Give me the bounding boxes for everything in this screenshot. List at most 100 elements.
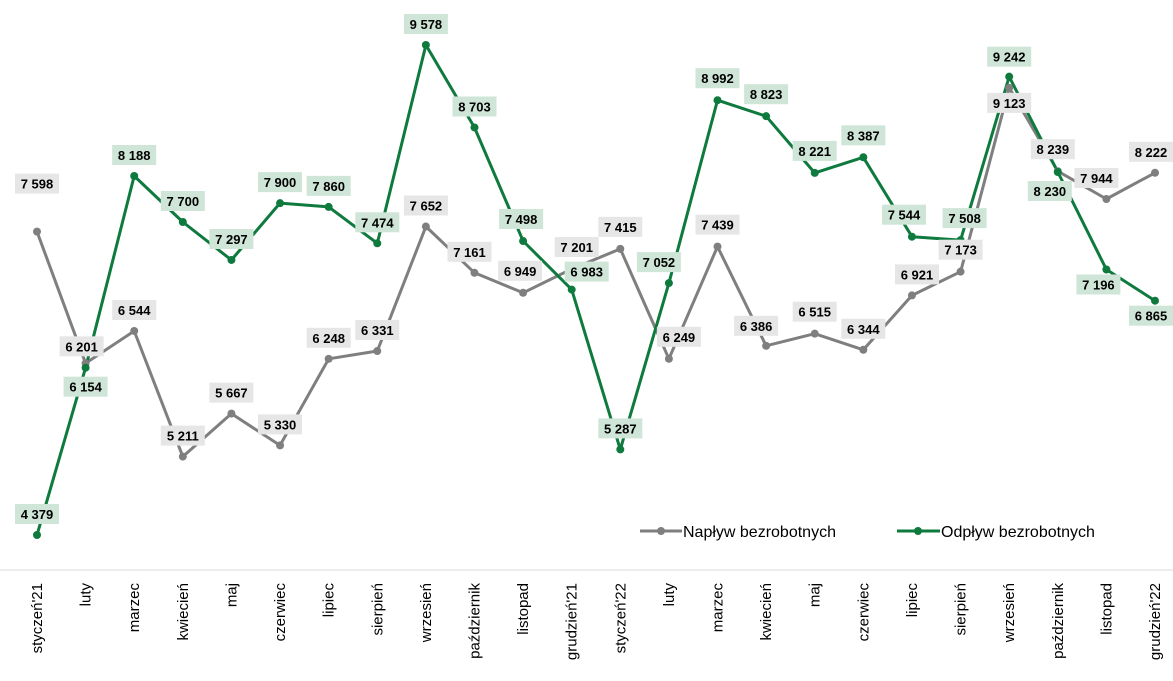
data-point-odplyw-22 <box>1102 265 1111 274</box>
data-point-naplyw-7 <box>373 347 382 356</box>
data-point-naplyw-16 <box>810 329 819 338</box>
data-label-text-odplyw-6: 7 860 <box>312 179 345 194</box>
x-tick-label-14: marzec <box>710 583 727 633</box>
data-label-odplyw-9: 8 703 <box>452 96 497 117</box>
x-tick-label-17: czerwiec <box>855 583 872 642</box>
data-label-bg-odplyw-15 <box>744 84 789 105</box>
x-tick-label-8: wrzesień <box>418 583 435 643</box>
data-label-text-naplyw-0: 7 598 <box>21 177 54 192</box>
data-point-odplyw-16 <box>810 168 819 177</box>
data-label-naplyw-20: 9 123 <box>987 92 1032 113</box>
data-labels: 7 598 6 201 6 544 5 211 5 667 5 330 6 248 6 331… <box>15 14 1173 524</box>
data-label-bg-naplyw-20 <box>987 92 1032 113</box>
x-tick-label-0: styczeń'21 <box>29 583 46 653</box>
data-label-text-naplyw-13: 6 249 <box>663 330 696 345</box>
data-label-text-odplyw-16: 8 221 <box>798 144 831 159</box>
data-label-text-naplyw-18: 6 921 <box>901 267 934 282</box>
data-label-naplyw-15: 6 386 <box>734 315 779 336</box>
data-label-naplyw-9: 7 161 <box>447 241 492 262</box>
data-label-bg-odplyw-9 <box>452 96 497 117</box>
data-label-bg-odplyw-11 <box>564 261 609 282</box>
x-tick-label-16: maj <box>807 583 824 607</box>
x-tick-label-15: kwiecień <box>758 583 775 641</box>
data-label-text-odplyw-7: 7 474 <box>361 215 394 230</box>
data-label-bg-odplyw-19 <box>942 208 987 229</box>
x-tick-label-20: wrzesień <box>1001 583 1018 643</box>
data-point-odplyw-7 <box>373 239 382 248</box>
x-tick-label-7: sierpień <box>369 583 386 636</box>
data-point-naplyw-2 <box>130 326 139 335</box>
data-point-odplyw-4 <box>227 255 236 264</box>
data-label-text-odplyw-21: 8 230 <box>1034 184 1067 199</box>
x-axis-tick-labels: styczeń'21 luty marzec kwiecień maj czerwiec l… <box>29 583 1164 661</box>
data-label-odplyw-18: 7 544 <box>882 204 926 225</box>
data-point-odplyw-10 <box>519 237 528 246</box>
data-label-bg-naplyw-17 <box>841 318 886 339</box>
data-point-odplyw-0 <box>33 531 41 539</box>
x-tick-label-4: maj <box>223 583 240 607</box>
data-point-odplyw-23 <box>1151 296 1159 305</box>
legend-label-naplyw: Napływ bezrobotnych <box>683 524 836 541</box>
data-point-naplyw-12 <box>616 244 625 253</box>
data-label-bg-odplyw-16 <box>792 140 837 161</box>
data-label-text-naplyw-15: 6 386 <box>740 319 773 334</box>
data-label-text-odplyw-2: 8 188 <box>118 148 151 163</box>
data-label-bg-naplyw-2 <box>112 300 157 320</box>
data-label-naplyw-11: 7 201 <box>554 237 599 257</box>
data-label-bg-odplyw-20 <box>987 46 1032 67</box>
data-label-bg-odplyw-5 <box>258 172 302 193</box>
data-label-bg-naplyw-11 <box>554 237 599 257</box>
data-label-naplyw-6: 6 248 <box>306 327 351 348</box>
data-label-bg-naplyw-18 <box>895 264 939 285</box>
data-label-text-odplyw-20: 9 242 <box>993 50 1026 65</box>
data-label-text-naplyw-5: 5 330 <box>264 417 297 432</box>
data-label-odplyw-21: 8 230 <box>1027 181 1072 201</box>
data-point-naplyw-5 <box>276 441 285 450</box>
x-tick-label-1: luty <box>78 583 95 607</box>
data-label-text-naplyw-23: 8 222 <box>1135 145 1168 160</box>
data-point-naplyw-3 <box>178 452 187 461</box>
data-label-naplyw-10: 6 949 <box>498 260 543 281</box>
data-label-odplyw-22: 7 196 <box>1076 274 1121 295</box>
data-label-bg-odplyw-12 <box>598 418 643 439</box>
data-label-bg-odplyw-2 <box>112 145 157 165</box>
data-label-naplyw-12: 7 415 <box>598 216 643 237</box>
data-label-bg-odplyw-22 <box>1076 274 1121 295</box>
data-label-text-odplyw-1: 6 154 <box>69 380 102 395</box>
legend-item-odplyw: Odpływ bezrobotnych <box>897 524 1095 541</box>
data-label-odplyw-1: 6 154 <box>63 376 108 397</box>
data-label-odplyw-0: 4 379 <box>15 504 59 524</box>
data-label-text-odplyw-0: 4 379 <box>21 507 54 522</box>
data-label-naplyw-23: 8 222 <box>1129 141 1173 162</box>
data-label-text-odplyw-4: 7 297 <box>215 232 248 247</box>
data-label-bg-odplyw-10 <box>499 209 544 229</box>
data-label-text-odplyw-13: 7 052 <box>643 255 676 270</box>
data-label-odplyw-16: 8 221 <box>792 140 837 161</box>
data-label-odplyw-8: 9 578 <box>403 14 448 34</box>
data-label-text-naplyw-12: 7 415 <box>604 220 637 235</box>
data-label-bg-naplyw-8 <box>403 195 448 216</box>
data-point-odplyw-20 <box>1005 72 1014 81</box>
data-label-bg-odplyw-1 <box>63 376 108 397</box>
data-label-naplyw-7: 6 331 <box>355 320 400 340</box>
data-point-naplyw-8 <box>421 222 430 231</box>
x-tick-label-22: listopad <box>1098 583 1115 635</box>
data-label-bg-naplyw-9 <box>447 241 492 262</box>
data-label-bg-naplyw-3 <box>160 425 205 446</box>
data-label-odplyw-12: 5 287 <box>598 418 643 439</box>
data-label-naplyw-21: 8 239 <box>1030 139 1075 160</box>
data-label-odplyw-10: 7 498 <box>499 209 544 229</box>
data-label-text-naplyw-3: 5 211 <box>167 429 199 444</box>
data-label-bg-odplyw-0 <box>15 504 59 524</box>
data-point-naplyw-20 <box>1005 83 1014 92</box>
x-tick-label-5: czerwiec <box>272 583 289 642</box>
data-label-bg-naplyw-19 <box>938 239 983 260</box>
data-label-odplyw-6: 7 860 <box>306 175 351 196</box>
data-label-text-odplyw-17: 8 387 <box>847 128 880 143</box>
data-point-odplyw-3 <box>178 217 187 226</box>
data-label-text-odplyw-8: 9 578 <box>410 17 443 32</box>
data-point-odplyw-17 <box>859 153 868 162</box>
data-label-bg-odplyw-3 <box>160 191 205 211</box>
data-label-bg-odplyw-6 <box>306 175 351 196</box>
data-label-text-odplyw-22: 7 196 <box>1082 278 1115 293</box>
